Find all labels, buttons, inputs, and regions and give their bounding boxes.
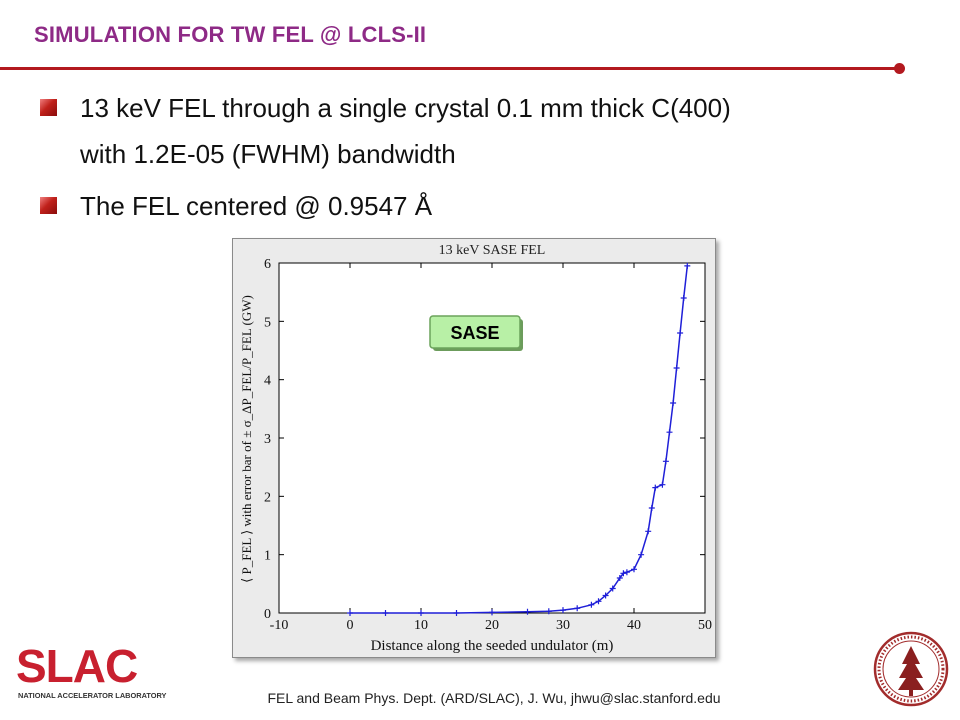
data-point-marker [453,610,460,616]
y-tick-label: 6 [264,257,271,272]
y-tick-label: 0 [264,607,271,622]
data-point-marker [631,566,637,573]
bullet-text-line-2: with 1.2E-05 (FWHM) bandwidth [80,139,456,169]
slac-logo-text: SLAC [16,640,137,692]
data-point-marker [648,505,655,511]
data-point-marker [574,605,581,612]
x-tick-label: 30 [556,618,570,633]
y-tick-label: 2 [264,490,271,505]
data-point-marker [620,570,627,577]
data-point-marker [673,365,680,371]
data-point-marker [659,481,666,488]
bullet-square-icon [40,99,57,116]
sase-annotation: SASE [450,323,499,343]
x-tick-label: 10 [414,618,428,633]
data-point-marker [638,551,645,558]
data-point-marker [670,400,677,406]
title-rule [0,67,898,70]
data-point-marker [677,330,684,336]
x-tick-label: 0 [347,618,354,633]
y-axis-label: ⟨ P_FEL ⟩ with error bar of ± σ_ΔP_FEL/P… [239,295,254,583]
data-point-marker [347,610,353,616]
bullet-square-icon [40,197,57,214]
data-point-marker [616,575,623,581]
sase-badge: SASE [429,315,523,351]
x-tick-label: 50 [698,618,712,633]
chart-title: 13 keV SASE FEL [439,243,546,258]
data-point-marker [645,528,652,535]
x-tick-label: 20 [485,618,499,633]
footer-credit: FEL and Beam Phys. Dept. (ARD/SLAC), J. … [267,690,721,706]
data-point-marker [524,608,531,615]
y-tick-label: 3 [264,432,271,447]
data-point-marker [680,295,687,301]
data-point-marker [609,585,616,592]
bullet-text-line-3: The FEL centered @ 0.9547 Å [80,191,433,221]
y-tick-label: 1 [264,549,271,564]
title-rule-dot [894,63,905,74]
x-tick-label: -10 [270,618,289,633]
bullet-text-line-1: 13 keV FEL through a single crystal 0.1 … [80,93,731,123]
data-point-marker [595,598,602,605]
slide-title: SIMULATION FOR TW FEL @ LCLS-II [34,22,427,47]
stanford-seal-icon [872,630,950,713]
x-axis-label: Distance along the seeded undulator (m) [371,638,614,654]
data-point-marker [602,592,609,599]
y-tick-label: 5 [264,315,271,330]
data-point-marker [662,458,669,465]
data-point-marker [545,608,552,615]
data-point-marker [588,601,595,608]
data-point-marker [489,609,495,616]
y-tick-label: 4 [264,374,271,389]
data-point-marker [652,484,659,491]
x-tick-label: 40 [627,618,641,633]
slac-logo-subtext: NATIONAL ACCELERATOR LABORATORY [18,691,167,700]
data-point-marker [666,429,673,436]
data-point-marker [382,610,389,616]
slac-logo: SLAC NATIONAL ACCELERATOR LABORATORY [14,640,184,707]
data-point-marker [418,610,424,616]
data-point-marker [560,607,566,614]
data-point-marker [623,569,630,576]
data-point-marker [684,262,691,269]
chart-frame: -10 0 10 20 30 40 50 0 1 2 3 4 5 6 13 keV SASE FEL Di… [232,238,716,658]
